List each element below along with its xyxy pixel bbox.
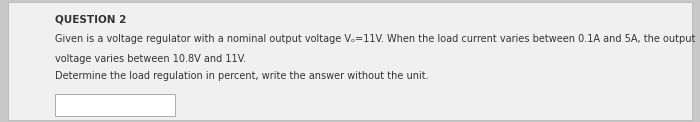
Text: voltage varies between 10.8V and 11V.: voltage varies between 10.8V and 11V. — [55, 54, 246, 64]
Text: Given is a voltage regulator with a nominal output voltage Vₒ=11V. When the load: Given is a voltage regulator with a nomi… — [55, 34, 695, 44]
Text: QUESTION 2: QUESTION 2 — [55, 14, 127, 24]
FancyBboxPatch shape — [55, 94, 175, 116]
FancyBboxPatch shape — [8, 2, 692, 120]
Text: Determine the load regulation in percent, write the answer without the unit.: Determine the load regulation in percent… — [55, 71, 428, 81]
